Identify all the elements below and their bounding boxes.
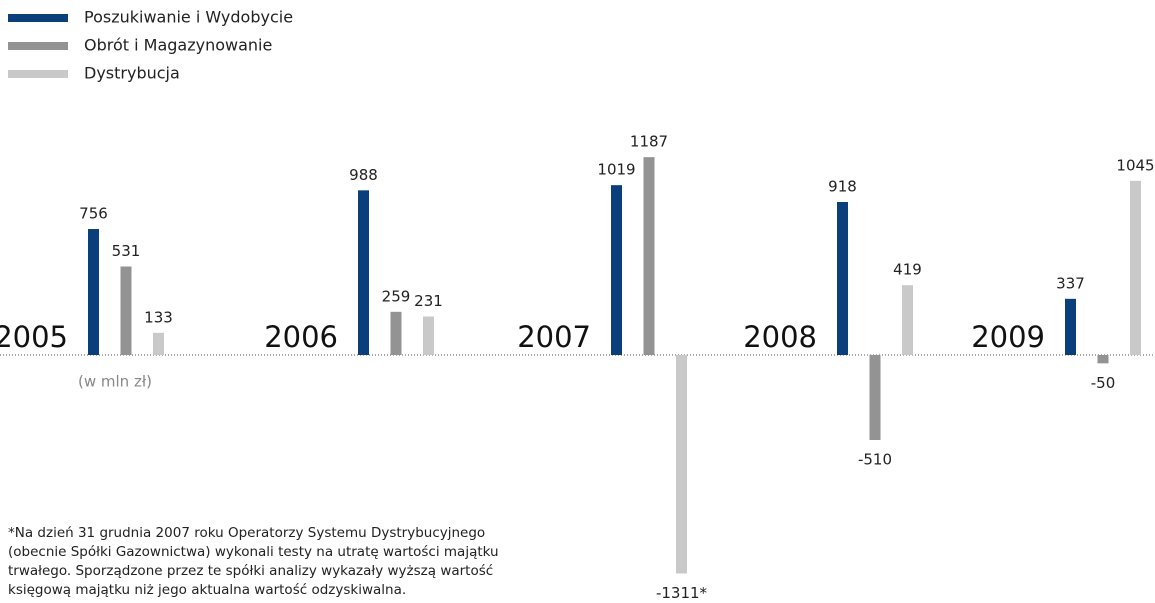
- legend-label: Dystrybucja: [84, 64, 180, 83]
- bar: [837, 202, 848, 355]
- bar: [423, 316, 434, 355]
- value-label: 337: [1056, 274, 1085, 292]
- value-label: -510: [858, 451, 892, 469]
- unit-label: (w mln zł): [78, 373, 152, 391]
- footnote: *Na dzień 31 grudnia 2007 roku Operatorz…: [8, 525, 485, 541]
- legend-swatch: [8, 14, 68, 22]
- value-label: 1187: [630, 133, 668, 151]
- bar: [869, 355, 881, 440]
- footnote: (obecnie Spółki Gazownictwa) wykonali te…: [8, 544, 499, 560]
- value-label: 756: [79, 205, 108, 223]
- value-label: 419: [893, 261, 922, 279]
- bar: [120, 266, 132, 355]
- legend-label: Poszukiwanie i Wydobycie: [84, 8, 293, 27]
- category-label: 2008: [743, 320, 817, 354]
- category-label: 2009: [971, 320, 1045, 354]
- bar: [1130, 180, 1141, 355]
- bar: [611, 185, 622, 355]
- footnote: księgową majątku niż jego aktualna warto…: [8, 582, 406, 598]
- legend-swatch: [8, 70, 68, 78]
- footnote: trwałego. Sporządzone przez te spółki an…: [8, 563, 493, 579]
- value-label: -50: [1091, 374, 1116, 392]
- value-label: 1045: [1116, 156, 1154, 174]
- bar: [358, 190, 369, 355]
- value-label: 1019: [597, 161, 635, 179]
- bar: [1097, 355, 1109, 364]
- bar: [390, 311, 402, 355]
- bar: [153, 332, 164, 355]
- bar: [643, 157, 655, 355]
- value-label: 231: [414, 292, 443, 310]
- category-label: 2006: [264, 320, 338, 354]
- value-label: 259: [382, 287, 411, 305]
- value-label: 988: [349, 166, 378, 184]
- bar: [1065, 298, 1076, 355]
- bar: [902, 285, 913, 355]
- legend-swatch: [8, 42, 68, 50]
- value-label: -1311*: [656, 584, 708, 602]
- bar: [88, 229, 99, 355]
- category-label: 2007: [517, 320, 591, 354]
- value-label: 918: [828, 178, 857, 196]
- value-label: 133: [144, 308, 173, 326]
- value-label: 531: [112, 242, 141, 260]
- bar: [676, 355, 687, 574]
- category-label: 2005: [0, 320, 68, 354]
- legend-label: Obrót i Magazynowanie: [84, 36, 272, 55]
